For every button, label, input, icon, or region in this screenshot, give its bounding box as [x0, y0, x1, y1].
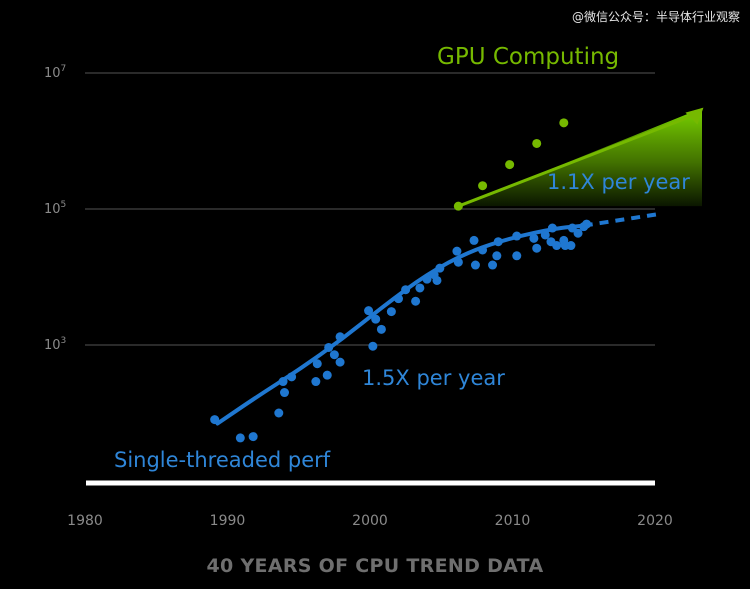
cpu-point-21: [411, 296, 421, 306]
gpu-series: [453, 107, 704, 211]
cpu-point-13: [335, 357, 345, 367]
y-tick-base: 10: [44, 66, 61, 81]
cpu-point-28: [453, 257, 463, 267]
x-tick-label-1990: 1990: [210, 513, 246, 529]
cpu-point-38: [532, 243, 542, 253]
cpu-point-14: [364, 306, 374, 316]
x-tick-label-2000: 2000: [352, 513, 388, 529]
x-axis-ticks: 1980 1990 2000 2010 2020: [67, 513, 673, 529]
single-threaded-perf-label: Single-threaded perf: [114, 448, 331, 472]
cpu-point-25: [432, 275, 442, 285]
cpu-point-39: [540, 230, 550, 240]
gpu-trend-line: [457, 113, 696, 208]
y-tick-base: 10: [44, 202, 61, 217]
cpu-point-7: [311, 377, 321, 387]
cpu-point-1: [235, 433, 245, 443]
cpu-point-30: [470, 260, 480, 270]
cpu-point-4: [278, 377, 288, 387]
x-tick-label-1980: 1980: [67, 513, 103, 529]
cpu-point-15: [368, 341, 378, 351]
gpu-rate-label: 1.1X per year: [547, 170, 690, 194]
cpu-point-18: [386, 307, 396, 317]
gpu-point-2: [505, 160, 515, 170]
cpu-trend-line: [215, 223, 586, 426]
cpu-point-20: [401, 285, 411, 295]
cpu-point-47: [573, 228, 583, 238]
cpu-point-46: [567, 223, 577, 233]
y-tick-base: 10: [44, 338, 61, 353]
cpu-point-16: [371, 314, 381, 324]
gpu-point-1: [478, 181, 488, 191]
cpu-point-9: [322, 370, 332, 380]
cpu-point-11: [329, 350, 339, 360]
cpu-point-8: [312, 359, 322, 369]
y-tick-label-3: 103: [44, 336, 66, 353]
x-tick-label-2020: 2020: [637, 513, 673, 529]
y-tick-exponent: 3: [61, 336, 67, 346]
cpu-point-45: [566, 241, 576, 251]
cpu-point-36: [512, 231, 522, 241]
watermark-text: @微信公众号：半导体行业观察: [571, 10, 740, 24]
gpu-point-3: [532, 138, 542, 148]
y-tick-label-7: 107: [44, 64, 66, 81]
cpu-point-41: [547, 223, 557, 233]
cpu-series: [210, 211, 662, 443]
cpu-point-32: [488, 260, 498, 270]
gpu-arrow-head: [685, 107, 704, 125]
x-tick-label-2010: 2010: [495, 513, 531, 529]
cpu-point-3: [274, 408, 284, 418]
y-tick-exponent: 7: [61, 64, 67, 74]
gpu-point-0: [453, 201, 463, 211]
gpu-point-4: [559, 118, 569, 128]
gridlines: [85, 72, 655, 346]
y-tick-exponent: 5: [61, 200, 67, 210]
cpu-point-35: [512, 251, 522, 261]
cpu-point-31: [478, 245, 488, 255]
cpu-point-10: [324, 342, 334, 352]
chart-footer-title: 40 YEARS OF CPU TREND DATA: [206, 555, 544, 577]
cpu-point-19: [394, 294, 403, 304]
cpu-point-5: [280, 388, 289, 398]
cpu-point-2: [248, 432, 258, 442]
cpu-point-23: [422, 274, 432, 284]
cpu-point-17: [376, 324, 386, 334]
cpu-point-12: [335, 332, 345, 342]
cpu-rate-label: 1.5X per year: [362, 366, 505, 390]
y-tick-label-5: 105: [44, 200, 66, 217]
cpu-point-37: [529, 233, 539, 243]
cpu-point-26: [435, 263, 445, 273]
cpu-point-29: [469, 235, 479, 245]
cpu-point-22: [415, 283, 425, 293]
gpu-computing-label: GPU Computing: [437, 44, 619, 70]
cpu-point-49: [582, 219, 592, 229]
cpu-point-34: [493, 237, 503, 247]
cpu-point-42: [552, 241, 562, 251]
cpu-point-27: [452, 246, 462, 256]
cpu-point-33: [492, 251, 502, 261]
cpu-projection-line: [583, 211, 662, 228]
cpu-point-0: [210, 415, 220, 425]
cpu-point-6: [287, 372, 297, 382]
